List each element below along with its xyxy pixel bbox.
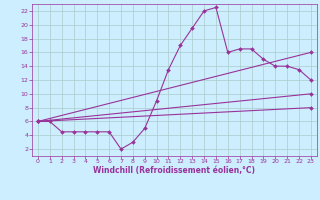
X-axis label: Windchill (Refroidissement éolien,°C): Windchill (Refroidissement éolien,°C) bbox=[93, 166, 255, 175]
